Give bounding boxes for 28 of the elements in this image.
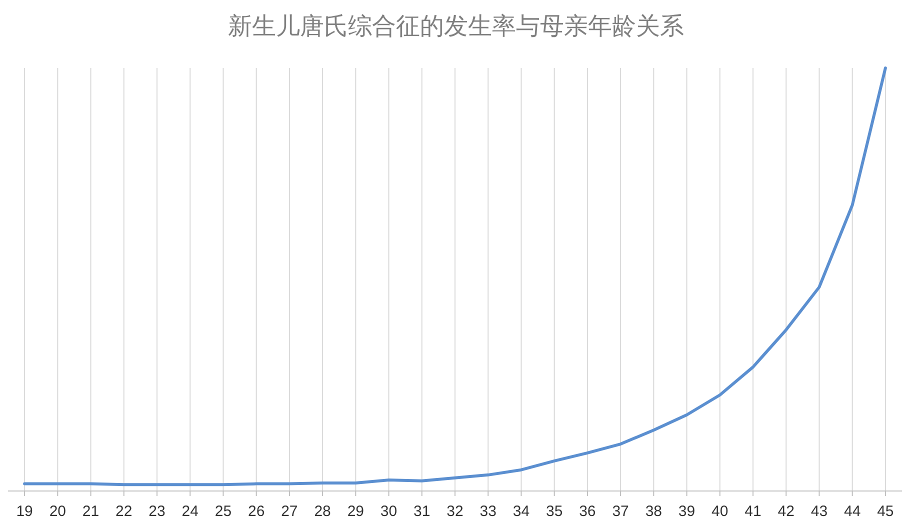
- x-tick-label: 45: [877, 503, 894, 520]
- chart-title: 新生儿唐氏综合征的发生率与母亲年龄关系: [228, 13, 684, 40]
- x-tick-label: 24: [182, 503, 198, 520]
- x-tick-label: 38: [645, 503, 662, 520]
- x-tick-label: 36: [579, 503, 596, 520]
- x-tick-label: 41: [744, 503, 762, 520]
- x-tick-label: 40: [712, 503, 728, 520]
- x-tick-label: 32: [446, 503, 464, 520]
- x-tick-label: 35: [546, 503, 563, 520]
- x-tick-label: 30: [380, 503, 398, 520]
- x-tick-label: 26: [248, 503, 265, 520]
- x-tick-label: 44: [844, 503, 861, 520]
- x-tick-label: 23: [148, 503, 166, 520]
- x-tick-label: 20: [49, 503, 66, 520]
- x-tick-label: 19: [16, 503, 33, 520]
- x-tick-label: 34: [512, 503, 530, 520]
- x-tick-label: 22: [116, 503, 132, 520]
- x-tick-label: 39: [678, 503, 696, 520]
- x-tick-label: 43: [810, 503, 828, 520]
- x-tick-label: 29: [347, 503, 364, 520]
- x-tick-label: 28: [314, 503, 331, 520]
- x-tick-label: 42: [778, 503, 794, 520]
- x-tick-label: 31: [414, 503, 430, 520]
- x-tick-label: 37: [612, 503, 629, 520]
- x-tick-label: 25: [214, 503, 232, 520]
- x-tick-label: 21: [82, 503, 100, 520]
- x-tick-label: 27: [281, 503, 298, 520]
- x-tick-label: 33: [480, 503, 496, 520]
